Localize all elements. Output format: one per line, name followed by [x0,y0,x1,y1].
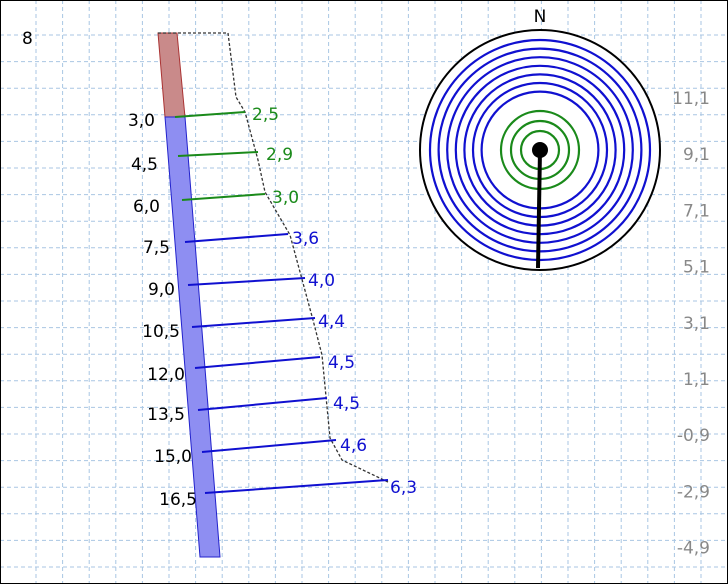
deviation-label: 6,3 [390,478,417,498]
azimuth-line [536,149,542,269]
deviation-line [201,439,337,453]
deviation-label: 4,5 [333,394,360,414]
scale-label: 7,1 [683,201,710,221]
deviation-label: 2,9 [266,145,293,165]
deviation-line [194,356,321,369]
deviation-outline [158,32,389,483]
deviation-label: 3,0 [272,188,299,208]
deviation-label: 4,0 [308,271,335,291]
deviation-line [204,479,389,494]
scale-label: 1,1 [683,370,710,390]
compass-center [532,142,548,158]
deviation-line [181,193,266,201]
depth-label: 9,0 [148,280,175,300]
scale-label: 9,1 [683,145,710,165]
deviation-label: 4,4 [318,312,345,332]
depth-label: 16,5 [159,490,197,510]
deviation-label: 2,5 [252,105,279,125]
depth-label: 13,5 [147,405,185,425]
deviation-line [187,277,306,286]
deviation-label: 4,5 [328,353,355,373]
scale-label: 5,1 [683,258,710,278]
section-label: 8 [22,29,33,49]
compass [419,29,661,271]
deviation-line [197,397,328,411]
depth-label: 15,0 [154,447,192,467]
deviation-label: 4,6 [340,436,367,456]
deviation-line [174,111,246,118]
deviation-line [184,233,289,243]
scale-label: -0,9 [677,426,710,446]
depth-label: 10,5 [142,322,180,342]
depth-label: 7,5 [143,238,170,258]
scale-label: -2,9 [677,482,710,502]
scale-label: -4,9 [677,539,710,559]
deviation-label: 3,6 [292,229,319,249]
scale-label: 3,1 [683,314,710,334]
depth-label: 3,0 [128,111,155,131]
north-label: N [534,7,547,27]
deviation-line [177,151,259,157]
depth-label: 4,5 [131,155,158,175]
deviation-line [191,317,316,328]
depth-label: 6,0 [133,197,160,217]
scale-label: 11,1 [672,89,710,109]
depth-label: 12,0 [147,365,185,385]
